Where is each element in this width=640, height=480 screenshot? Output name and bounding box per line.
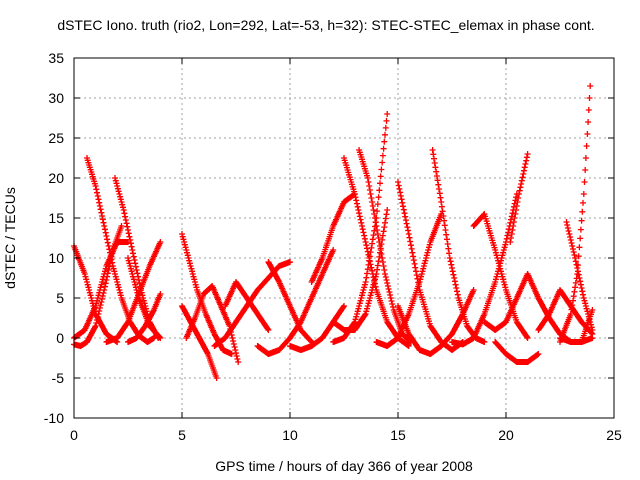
plus-markers: [507, 151, 531, 245]
marker-layer: [71, 83, 596, 381]
data-series-arc: [330, 207, 391, 333]
plus-markers: [265, 259, 315, 345]
plus-markers: [330, 207, 391, 333]
plus-markers: [125, 255, 164, 341]
plus-markers: [179, 303, 220, 381]
data-series-arc: [265, 259, 315, 345]
y-tick-label: 0: [56, 330, 64, 346]
y-tick-label: 25: [48, 130, 64, 146]
data-series-arc: [395, 287, 477, 357]
chart-title: dSTEC Iono. truth (rio2, Lon=292, Lat=-5…: [57, 17, 594, 33]
data-series-arc: [222, 279, 272, 333]
plus-markers: [429, 147, 488, 345]
data-series-arc: [341, 155, 412, 349]
x-axis-label: GPS time / hours of day 366 of year 2008: [215, 458, 473, 474]
data-series-arc: [481, 271, 531, 333]
grid-layer: [74, 58, 614, 418]
plus-markers: [356, 147, 414, 345]
plus-markers: [125, 291, 164, 345]
plus-markers: [341, 155, 412, 349]
plus-markers: [481, 271, 531, 333]
plus-markers: [179, 231, 235, 357]
data-series-arc: [449, 191, 520, 348]
y-tick-label: -5: [52, 370, 65, 386]
data-series-arc: [507, 151, 531, 245]
x-tick-label: 0: [70, 427, 78, 443]
plus-markers: [449, 191, 520, 348]
data-series-arc: [557, 307, 596, 345]
x-tick-label: 10: [282, 427, 298, 443]
plus-markers: [557, 307, 596, 345]
y-tick-label: 5: [56, 290, 64, 306]
data-series-arc: [429, 147, 488, 345]
y-axis-label: dSTEC / TECUs: [2, 187, 18, 289]
x-tick-label: 20: [498, 427, 514, 443]
plot-frame: [73, 57, 615, 419]
x-tick-label: 5: [178, 427, 186, 443]
data-series-arc: [179, 303, 220, 381]
y-tick-label: -10: [44, 410, 64, 426]
data-series-arc: [125, 291, 164, 345]
y-tick-label: 20: [48, 170, 64, 186]
y-tick-label: 15: [48, 210, 64, 226]
y-tick-label: 30: [48, 90, 64, 106]
tick-layer: 0 5 10 15 20 25 -10 -5 0 5 10 15 20 25 30 35: [44, 50, 622, 443]
data-series-arc: [470, 211, 531, 341]
plus-markers: [395, 287, 477, 357]
plus-markers: [308, 191, 358, 285]
plus-markers: [470, 211, 531, 341]
data-series-arc: [356, 147, 414, 345]
y-tick-label: 10: [48, 250, 64, 266]
data-series-arc: [395, 179, 466, 353]
data-series-arc: [308, 191, 358, 285]
data-series-arc: [179, 231, 235, 357]
plus-markers: [222, 279, 272, 333]
x-tick-label: 25: [606, 427, 622, 443]
data-series-arc: [183, 283, 242, 365]
plus-markers: [395, 179, 466, 353]
x-tick-label: 15: [390, 427, 406, 443]
data-series-arc: [492, 339, 542, 365]
plus-markers: [492, 339, 542, 365]
y-tick-label: 35: [48, 50, 64, 66]
plus-markers: [183, 283, 242, 365]
data-series-arc: [125, 255, 164, 341]
